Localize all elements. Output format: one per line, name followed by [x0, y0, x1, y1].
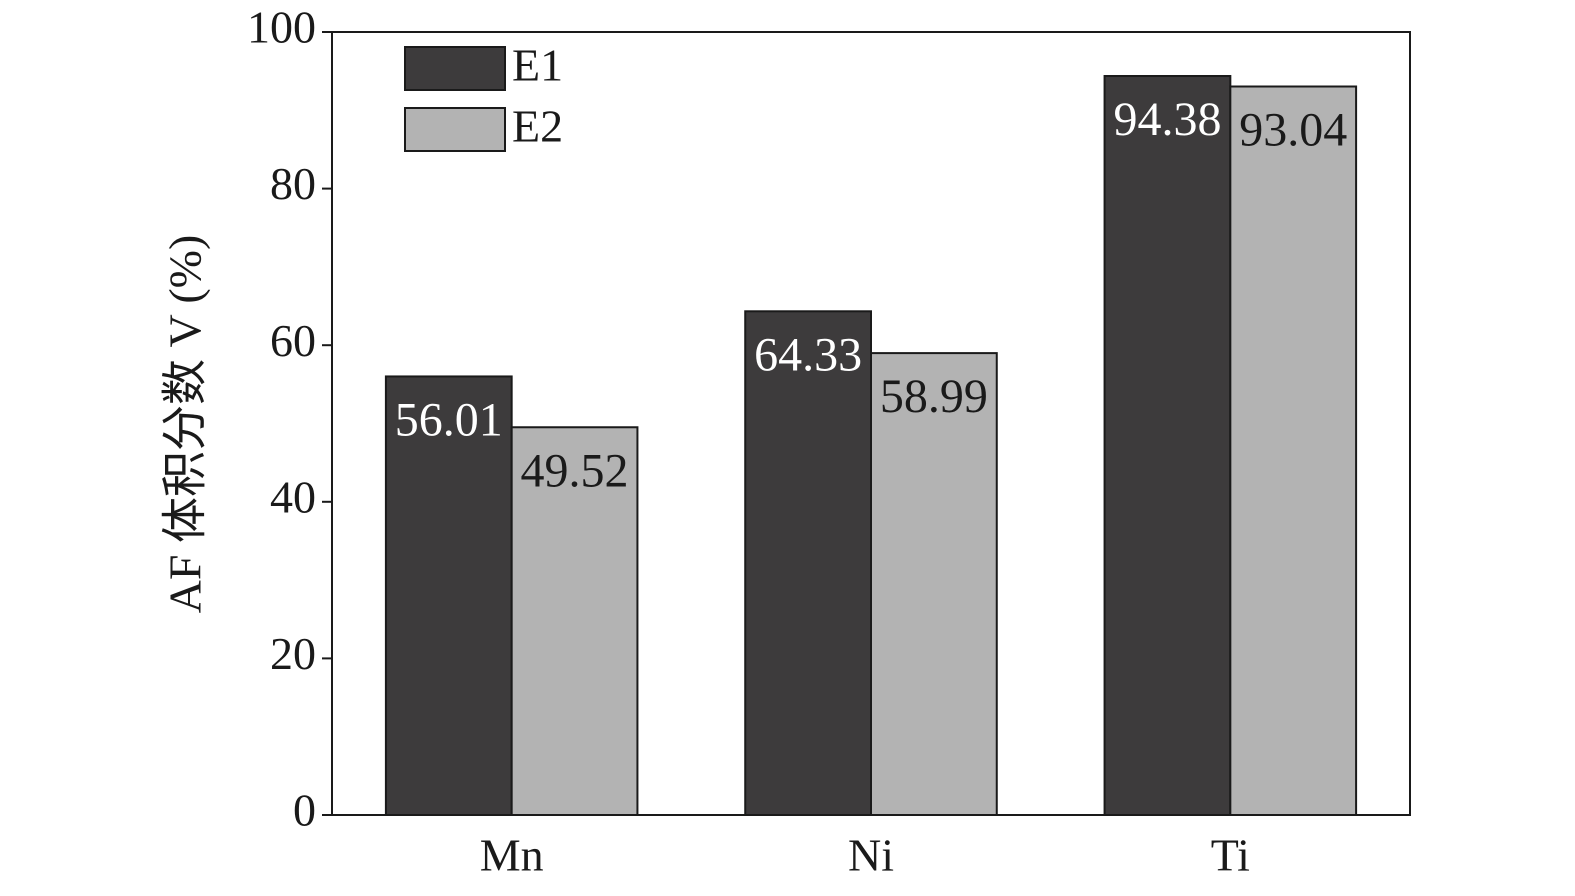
plot-frame: [331, 31, 1411, 816]
y-tick-label: 80: [270, 158, 316, 209]
legend-swatch: [404, 107, 506, 152]
bar: [1229, 85, 1358, 816]
value-label: 49.52: [521, 444, 629, 497]
y-tick-label: 40: [270, 471, 316, 522]
legend-label: E2: [512, 101, 563, 152]
bar: [870, 352, 998, 816]
x-tick-label: Mn: [480, 830, 544, 881]
bar: [1103, 75, 1232, 817]
value-label: 93.04: [1239, 104, 1347, 157]
value-label: 64.33: [754, 328, 862, 381]
legend-label: E1: [512, 40, 563, 91]
value-label: 56.01: [395, 393, 503, 446]
y-tick-label: 100: [247, 2, 316, 53]
x-tick-label: Ni: [848, 830, 894, 881]
bar: [510, 426, 639, 816]
x-tick-label: Ti: [1211, 830, 1250, 881]
legend-swatch: [404, 46, 506, 91]
y-tick-label: 60: [270, 315, 316, 366]
value-label: 58.99: [880, 370, 988, 423]
y-tick-label: 0: [293, 785, 316, 836]
y-axis-label: AF 体积分数 V (%): [160, 235, 211, 614]
value-label: 94.38: [1113, 93, 1221, 146]
y-tick-label: 20: [270, 628, 316, 679]
bar: [744, 310, 873, 816]
